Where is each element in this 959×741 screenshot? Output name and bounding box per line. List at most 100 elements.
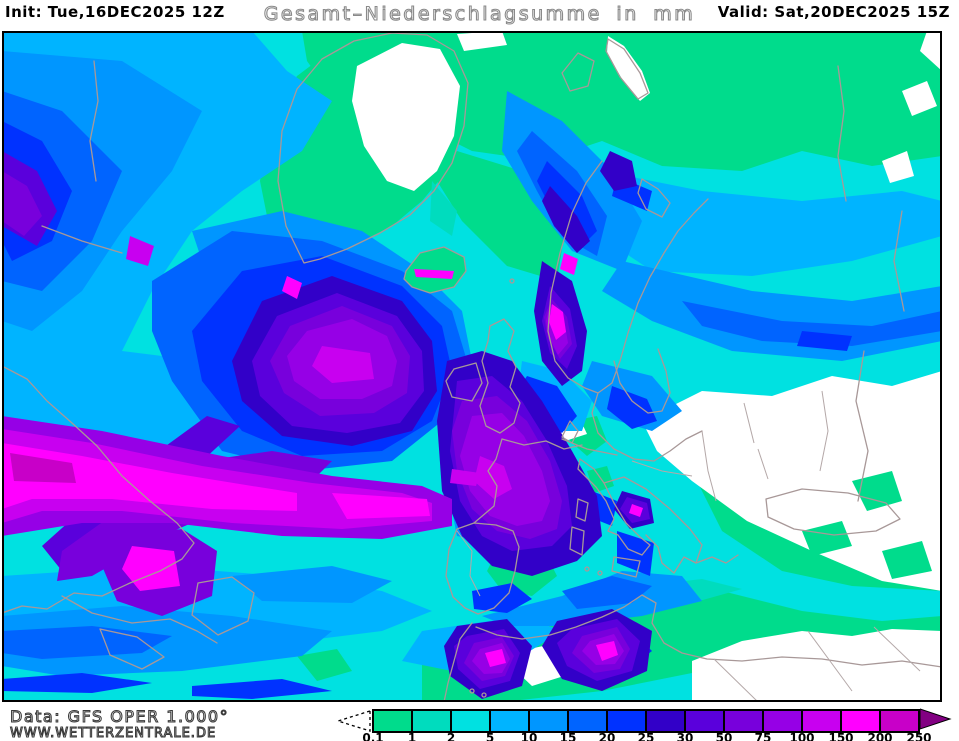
border-line — [807, 630, 853, 692]
border-line — [743, 402, 755, 444]
country-borders — [456, 390, 921, 702]
legend-tick-25: 25 — [637, 731, 655, 741]
legend-divider — [801, 711, 803, 731]
border-line — [701, 430, 717, 502]
precip-region — [2, 171, 42, 236]
coast-baffin — [89, 60, 99, 182]
coast-svalbard — [561, 52, 595, 92]
precip-region — [600, 151, 637, 191]
precip-region — [852, 471, 902, 511]
precip-region — [450, 469, 480, 486]
coast-nova-scotia — [99, 628, 165, 670]
border-line — [713, 658, 759, 702]
no-precip-region — [902, 81, 937, 116]
coast-aegean — [695, 554, 739, 564]
precip-region — [192, 679, 332, 699]
coast-france-north — [501, 438, 583, 450]
legend-box-25 — [645, 711, 684, 731]
legend-divider — [723, 711, 725, 731]
coast-morocco — [443, 622, 473, 702]
no-precip-region — [882, 151, 914, 183]
legend-divider — [528, 711, 530, 731]
coast-germany — [561, 438, 618, 456]
island-dot — [597, 570, 603, 576]
precip-region — [414, 269, 454, 279]
precip-region — [797, 331, 852, 351]
no-precip-layer — [352, 31, 942, 702]
legend-box-1 — [411, 711, 450, 731]
coast-norway — [547, 160, 603, 389]
legend-divider — [606, 711, 608, 731]
legend-bar — [372, 709, 920, 733]
coast-iceland — [403, 246, 467, 294]
coast-bothnia — [613, 348, 671, 414]
coast-sicily — [611, 556, 641, 578]
overflow-arrow-icon — [920, 708, 952, 730]
precip-region — [2, 626, 172, 659]
precip-region — [232, 566, 392, 603]
coast-italy — [577, 458, 651, 556]
coast-st-lawrence — [61, 595, 218, 644]
no-precip-region — [607, 36, 650, 101]
island-dot — [469, 688, 475, 694]
precip-region — [882, 541, 932, 579]
coast-biscay — [473, 438, 503, 524]
coast-baltic — [591, 392, 703, 462]
legend-divider — [684, 711, 686, 731]
valid-timestamp: Valid: Sat,20DEC2025 15Z — [717, 3, 950, 21]
page-title: Gesamt–Niederschlagsumme in mm — [263, 2, 696, 25]
border-line — [631, 460, 693, 477]
coast-britain — [479, 318, 521, 434]
legend-tick-150: 150 — [828, 731, 854, 741]
precip-region — [542, 186, 590, 253]
no-precip-region — [457, 31, 507, 51]
coast-sardinia — [569, 526, 585, 556]
legend-tick-5: 5 — [485, 731, 495, 741]
precip-region — [332, 493, 430, 519]
precipitation-map — [2, 31, 942, 702]
coast-russia-border — [855, 350, 869, 502]
precip-region — [297, 649, 352, 681]
coast-greenland — [277, 32, 469, 264]
border-line — [873, 626, 921, 672]
precip-region — [2, 443, 297, 511]
precip-region — [596, 641, 618, 661]
legend-tick-0.1: 0.1 — [362, 731, 384, 741]
legend-tick-75: 75 — [754, 731, 772, 741]
legend-divider — [372, 711, 374, 731]
coast-scandinavia-north — [584, 198, 709, 394]
border-line — [456, 530, 481, 597]
coast-urals — [893, 210, 905, 312]
precip-region — [629, 504, 643, 517]
legend-box-150 — [840, 711, 879, 731]
website-label: WWW.WETTERZENTRALE.DE — [9, 725, 217, 741]
legend-tick-200: 200 — [867, 731, 893, 741]
legend-tick-10: 10 — [520, 731, 538, 741]
coast-iberia — [445, 522, 520, 615]
legend-tick-30: 30 — [676, 731, 694, 741]
precip-region — [682, 301, 942, 346]
legend-divider — [918, 711, 920, 731]
coast-balkans — [603, 476, 703, 574]
legend-divider — [489, 711, 491, 731]
no-precip-region — [920, 31, 942, 71]
legend-divider — [567, 711, 569, 731]
legend-box-10 — [528, 711, 567, 731]
no-precip-region — [772, 441, 827, 471]
precip-region — [126, 236, 154, 266]
legend-box-30 — [684, 711, 723, 731]
precip-green-flecks — [802, 471, 932, 579]
legend-divider — [879, 711, 881, 731]
no-precip-region — [692, 629, 942, 702]
legend-divider — [762, 711, 764, 731]
precip-region — [2, 429, 432, 529]
legend-box-200 — [879, 711, 918, 731]
island-dot — [481, 692, 487, 698]
color-scale-legend: 0.1 1 2 5 10 15 20 25 30 50 75 100 150 200 250 — [335, 708, 956, 741]
legend-box-75 — [762, 711, 801, 731]
legend-box-0.1 — [372, 711, 411, 731]
coast-ireland — [445, 362, 483, 402]
legend-box-2 — [450, 711, 489, 731]
precip-region — [549, 304, 566, 340]
